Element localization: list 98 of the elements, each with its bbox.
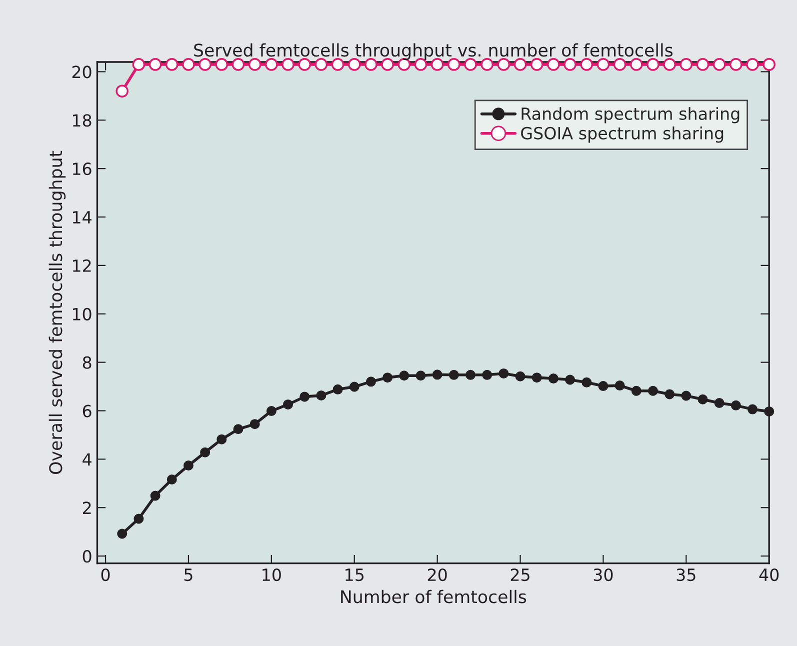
point <box>382 372 393 383</box>
point <box>596 58 610 71</box>
point <box>182 58 195 71</box>
point <box>598 381 608 392</box>
y-tick-label: 12 <box>72 259 91 272</box>
point <box>148 58 162 71</box>
point <box>198 58 212 71</box>
point <box>248 58 262 71</box>
point <box>680 58 693 71</box>
point <box>764 406 774 416</box>
point <box>366 376 376 387</box>
x-tick-label: 35 <box>676 568 696 582</box>
point <box>116 84 129 98</box>
point <box>117 528 128 539</box>
point <box>480 58 494 71</box>
point <box>432 370 442 380</box>
point <box>714 398 724 408</box>
y-tick-label: 16 <box>72 162 92 176</box>
point <box>166 474 177 485</box>
point <box>300 392 310 402</box>
y-tick-label: 8 <box>82 356 92 369</box>
point <box>331 58 344 71</box>
x-tick-label: 15 <box>346 568 364 582</box>
point <box>614 380 625 391</box>
point <box>150 490 160 501</box>
point <box>399 370 410 381</box>
point <box>582 377 592 388</box>
point <box>514 58 527 71</box>
y-tick-label: 6 <box>82 404 92 418</box>
point <box>215 58 228 71</box>
point <box>497 58 510 71</box>
point <box>547 58 560 71</box>
legend-label: Random spectrum sharing <box>522 107 740 124</box>
point <box>564 58 576 71</box>
point <box>165 58 178 71</box>
x-axis-title: Number of femtocells <box>341 590 526 604</box>
x-tick-label: 0 <box>101 568 110 582</box>
point <box>681 390 692 401</box>
point <box>548 374 558 384</box>
point <box>266 406 276 416</box>
point <box>748 404 758 414</box>
x-tick-label: 40 <box>759 568 779 582</box>
y-tick-label: 14 <box>72 211 92 224</box>
point <box>482 370 492 380</box>
point <box>134 514 144 524</box>
chart-title: Served femtocells throughput vs. number of femtocells <box>194 43 673 60</box>
point <box>532 372 542 383</box>
x-tick-label: 30 <box>594 568 613 582</box>
y-tick-label: 20 <box>72 66 92 78</box>
x-tick-label: 25 <box>510 568 530 582</box>
y-axis-title: Overall served femtocells throughput <box>48 150 66 474</box>
point <box>696 58 710 71</box>
point <box>232 58 245 71</box>
point <box>448 370 459 380</box>
point <box>730 400 741 410</box>
point <box>316 390 326 400</box>
point <box>631 386 642 396</box>
point <box>200 447 210 458</box>
point <box>664 389 675 400</box>
point <box>416 370 426 381</box>
point <box>498 368 509 378</box>
point <box>233 424 244 434</box>
y-tick-label: 4 <box>82 453 92 466</box>
x-tick-label: 5 <box>184 568 192 582</box>
point <box>515 371 526 382</box>
y-tick-label: 10 <box>72 308 92 320</box>
point <box>648 386 658 396</box>
point <box>265 58 278 71</box>
point <box>630 58 643 71</box>
point <box>762 58 776 71</box>
point <box>250 419 260 430</box>
y-tick-label: 2 <box>82 502 91 514</box>
y-tick-label: 18 <box>72 114 92 127</box>
point <box>663 58 676 71</box>
point <box>565 374 576 385</box>
point <box>332 384 343 394</box>
point <box>464 58 477 71</box>
point <box>183 460 194 470</box>
point <box>730 58 742 71</box>
point <box>746 58 759 71</box>
point <box>465 370 476 380</box>
point <box>216 434 227 444</box>
point <box>530 58 544 71</box>
x-tick-label: 20 <box>428 568 447 582</box>
point <box>314 58 328 71</box>
point <box>283 399 294 410</box>
x-tick-label: 10 <box>262 568 281 582</box>
y-tick-label: 0 <box>82 550 92 563</box>
point <box>349 382 360 392</box>
point <box>298 58 311 71</box>
point <box>132 58 146 71</box>
legend-label: GSOIA spectrum sharing <box>521 126 724 143</box>
point <box>613 58 626 71</box>
point <box>646 58 660 71</box>
point <box>580 58 594 71</box>
point <box>282 58 294 71</box>
point <box>712 58 726 71</box>
point <box>698 394 708 404</box>
